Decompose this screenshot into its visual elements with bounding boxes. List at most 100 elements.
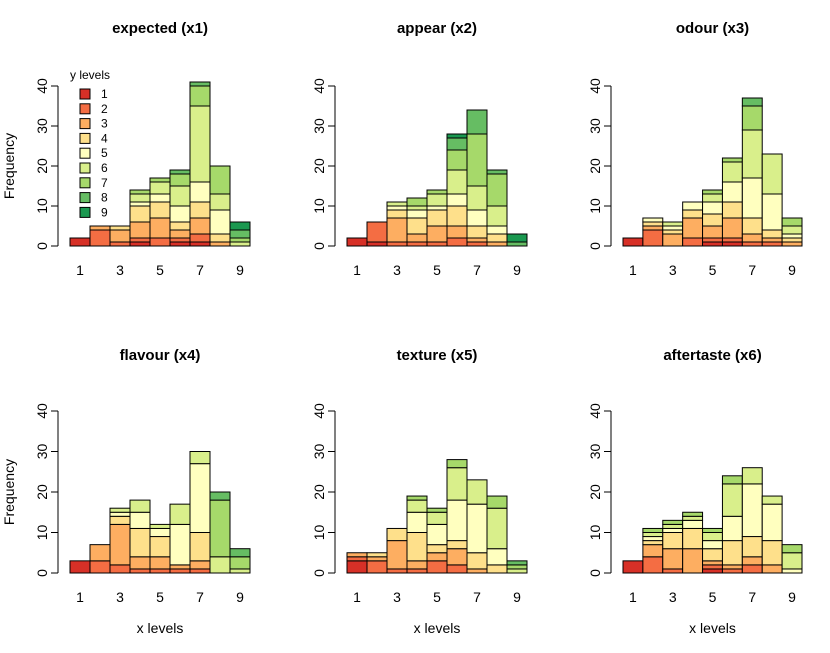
bar-segment bbox=[486, 564, 508, 574]
bar-segment bbox=[446, 137, 468, 151]
y-tick-label: 20 bbox=[311, 158, 327, 174]
bar-segment bbox=[229, 568, 251, 574]
bar-segment bbox=[149, 237, 171, 247]
bar-segment bbox=[406, 511, 428, 533]
bar-segment bbox=[169, 205, 191, 223]
bar-segment bbox=[702, 568, 723, 574]
bar-segment bbox=[721, 475, 743, 485]
x-tick-label: 1 bbox=[76, 262, 84, 278]
bar-segment bbox=[189, 241, 211, 247]
bar-segment bbox=[721, 237, 743, 243]
x-axis-title: x levels bbox=[137, 620, 184, 636]
bar-segment bbox=[662, 532, 684, 550]
bar-segment bbox=[622, 560, 644, 574]
bar-segment bbox=[506, 233, 528, 243]
bar-segment bbox=[446, 540, 468, 550]
bar-segment bbox=[346, 552, 368, 558]
bar-segment bbox=[682, 519, 704, 529]
x-tick-label: 7 bbox=[748, 262, 756, 278]
bar-segment bbox=[229, 221, 251, 231]
bar-segment bbox=[761, 241, 783, 247]
x-tick-label: 7 bbox=[748, 589, 756, 605]
bar-segment bbox=[169, 221, 191, 231]
bar-segment bbox=[702, 564, 723, 570]
x-tick-label: 1 bbox=[353, 589, 361, 605]
bar-segment bbox=[406, 560, 428, 570]
x-tick-label: 7 bbox=[196, 589, 204, 605]
bar-segment bbox=[149, 556, 171, 570]
bar-segment bbox=[741, 241, 763, 247]
bar-segment bbox=[662, 548, 684, 570]
bar-segment bbox=[466, 209, 488, 227]
bar-segment bbox=[702, 532, 723, 542]
bar-segment bbox=[466, 237, 488, 243]
bar-segment bbox=[426, 560, 448, 574]
bar-segment bbox=[129, 527, 151, 558]
x-tick-label: 5 bbox=[433, 262, 441, 278]
panel-title: aftertaste (x6) bbox=[663, 347, 761, 364]
bar-segment bbox=[761, 229, 783, 239]
panel-title: odour (x3) bbox=[676, 20, 749, 37]
y-tick-label: 0 bbox=[587, 569, 603, 577]
bar-segment bbox=[446, 467, 468, 501]
bar-segment bbox=[446, 564, 468, 574]
x-tick-label: 5 bbox=[433, 589, 441, 605]
bar-segment bbox=[189, 568, 211, 574]
x-tick-label: 7 bbox=[473, 589, 481, 605]
bar-segment bbox=[662, 527, 684, 534]
bar-segment bbox=[346, 560, 368, 574]
bar-segment bbox=[446, 133, 468, 139]
bar-segment bbox=[702, 548, 723, 562]
bar-segment bbox=[781, 225, 803, 235]
y-tick-label: 40 bbox=[34, 403, 50, 419]
y-tick-label: 20 bbox=[34, 158, 50, 174]
bar-segment bbox=[229, 237, 251, 243]
bar-segment bbox=[486, 233, 508, 243]
bar-segment bbox=[506, 560, 528, 566]
bar-segment bbox=[466, 225, 488, 239]
bar-segment bbox=[486, 205, 508, 227]
bar-segment bbox=[662, 221, 684, 227]
bar-segment bbox=[426, 544, 448, 554]
legend-swatch bbox=[79, 88, 91, 100]
y-tick-label: 0 bbox=[311, 569, 327, 577]
bar-segment bbox=[366, 552, 388, 558]
y-tick-label: 20 bbox=[34, 484, 50, 500]
x-tick-label: 7 bbox=[473, 262, 481, 278]
bar-segment bbox=[406, 205, 428, 211]
x-axis-title: x levels bbox=[414, 620, 461, 636]
panel-3: odour (x3) 0 10 20 30 40 1 3 5 7 9 bbox=[587, 20, 803, 278]
bar-segment bbox=[89, 229, 111, 247]
bar-segment bbox=[229, 241, 251, 247]
bar-segment bbox=[721, 540, 743, 566]
bar-segment bbox=[642, 221, 664, 227]
legend-label: 8 bbox=[101, 191, 108, 205]
bar-segment bbox=[209, 233, 231, 243]
bar-segment bbox=[209, 193, 231, 211]
y-tick-label: 30 bbox=[34, 118, 50, 134]
bar-segment bbox=[761, 540, 783, 566]
x-tick-label: 1 bbox=[353, 262, 361, 278]
bar-segment bbox=[781, 241, 803, 247]
bar-segment bbox=[466, 552, 488, 570]
bar-segment bbox=[209, 241, 231, 247]
bar-segment bbox=[486, 241, 508, 247]
bar-segment bbox=[642, 556, 664, 574]
bar-segment bbox=[702, 189, 723, 195]
bar-segment bbox=[346, 556, 368, 562]
legend-swatch bbox=[79, 162, 91, 174]
bar-segment bbox=[209, 499, 231, 558]
y-tick-label: 30 bbox=[587, 444, 603, 460]
bar-segment bbox=[466, 568, 488, 574]
bar-segment bbox=[702, 193, 723, 203]
y-tick-label: 30 bbox=[311, 118, 327, 134]
panel-4: flavour (x4) 0 10 20 30 40 1 3 5 7 9 x levels Freque… bbox=[1, 347, 251, 636]
bar-segment bbox=[386, 209, 408, 219]
bar-segment bbox=[189, 217, 211, 235]
y-tick-label: 0 bbox=[34, 242, 50, 250]
bar-segment bbox=[189, 201, 211, 219]
bar-segment bbox=[741, 467, 763, 485]
bar-segment bbox=[169, 229, 191, 239]
